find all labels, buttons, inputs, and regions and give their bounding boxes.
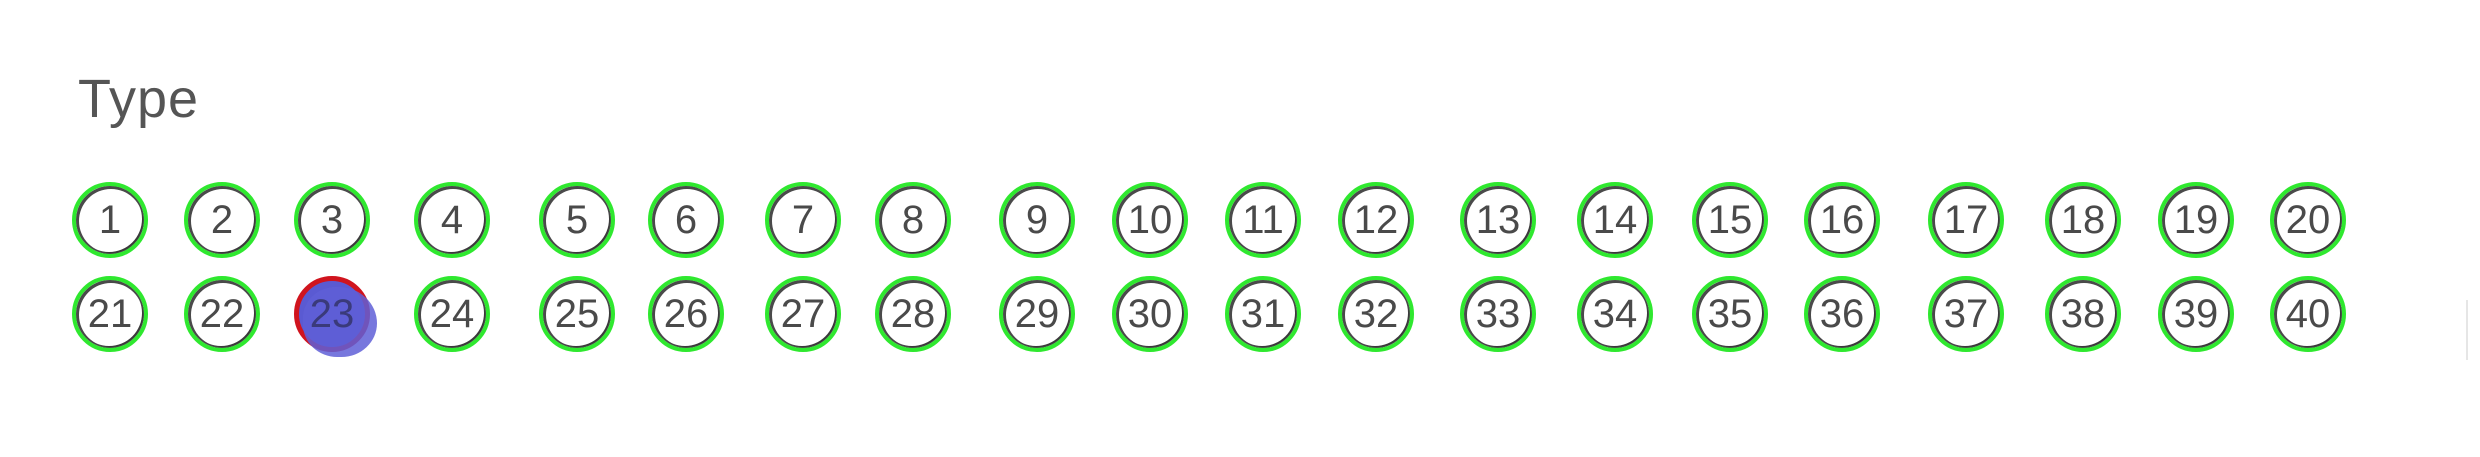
section-title: Type <box>78 69 200 129</box>
option-bubble-4[interactable]: 4 <box>414 182 490 258</box>
option-label: 21 <box>87 292 133 336</box>
option-label: 10 <box>1127 198 1173 242</box>
option-label: 13 <box>1475 198 1521 242</box>
option-label: 28 <box>890 292 936 336</box>
option-label: 35 <box>1707 292 1753 336</box>
option-label: 31 <box>1240 292 1286 336</box>
option-label: 1 <box>98 198 122 242</box>
option-bubble-22[interactable]: 22 <box>184 276 260 352</box>
option-bubble-16[interactable]: 16 <box>1804 182 1880 258</box>
option-label: 7 <box>791 198 815 242</box>
option-label: 39 <box>2173 292 2219 336</box>
option-bubble-39[interactable]: 39 <box>2158 276 2234 352</box>
option-bubble-36[interactable]: 36 <box>1804 276 1880 352</box>
option-label: 34 <box>1592 292 1638 336</box>
option-label: 38 <box>2060 292 2106 336</box>
option-label: 19 <box>2173 198 2219 242</box>
option-bubble-11[interactable]: 11 <box>1225 182 1301 258</box>
option-label: 15 <box>1707 198 1753 242</box>
option-label: 12 <box>1353 198 1399 242</box>
option-bubble-34[interactable]: 34 <box>1577 276 1653 352</box>
option-label: 17 <box>1943 198 1989 242</box>
option-label: 24 <box>429 292 475 336</box>
option-bubble-35[interactable]: 35 <box>1692 276 1768 352</box>
option-bubble-37[interactable]: 37 <box>1928 276 2004 352</box>
option-bubble-14[interactable]: 14 <box>1577 182 1653 258</box>
option-bubble-10[interactable]: 10 <box>1112 182 1188 258</box>
option-bubble-20[interactable]: 20 <box>2270 182 2346 258</box>
option-label: 26 <box>663 292 709 336</box>
option-bubble-2[interactable]: 2 <box>184 182 260 258</box>
option-bubble-7[interactable]: 7 <box>765 182 841 258</box>
option-label: 16 <box>1819 198 1865 242</box>
option-bubble-40[interactable]: 40 <box>2270 276 2346 352</box>
option-label: 11 <box>1242 198 1284 242</box>
option-label: 29 <box>1014 292 1060 336</box>
option-label: 40 <box>2285 292 2331 336</box>
page-edge-mark <box>2466 300 2468 360</box>
option-bubble-27[interactable]: 27 <box>765 276 841 352</box>
option-bubble-18[interactable]: 18 <box>2045 182 2121 258</box>
option-label: 14 <box>1592 198 1638 242</box>
option-bubble-33[interactable]: 33 <box>1460 276 1536 352</box>
option-bubble-3[interactable]: 3 <box>294 182 370 258</box>
option-bubble-29[interactable]: 29 <box>999 276 1075 352</box>
option-label: 18 <box>2060 198 2106 242</box>
option-bubble-38[interactable]: 38 <box>2045 276 2121 352</box>
option-label: 9 <box>1025 198 1049 242</box>
option-label: 5 <box>565 198 589 242</box>
option-bubble-15[interactable]: 15 <box>1692 182 1768 258</box>
option-bubble-5[interactable]: 5 <box>539 182 615 258</box>
option-label: 32 <box>1353 292 1399 336</box>
option-label: 3 <box>320 198 344 242</box>
option-bubble-6[interactable]: 6 <box>648 182 724 258</box>
option-bubble-28[interactable]: 28 <box>875 276 951 352</box>
option-label: 2 <box>210 198 234 242</box>
option-label: 22 <box>199 292 245 336</box>
option-bubble-26[interactable]: 26 <box>648 276 724 352</box>
option-bubble-12[interactable]: 12 <box>1338 182 1414 258</box>
option-bubble-13[interactable]: 13 <box>1460 182 1536 258</box>
option-label: 25 <box>554 292 600 336</box>
option-bubble-8[interactable]: 8 <box>875 182 951 258</box>
option-label: 36 <box>1819 292 1865 336</box>
option-label: 8 <box>901 198 925 242</box>
option-label: 23 <box>309 292 355 336</box>
option-bubble-17[interactable]: 17 <box>1928 182 2004 258</box>
option-label: 27 <box>780 292 826 336</box>
option-label: 6 <box>674 198 698 242</box>
option-bubble-9[interactable]: 9 <box>999 182 1075 258</box>
option-bubble-25[interactable]: 25 <box>539 276 615 352</box>
option-label: 30 <box>1127 292 1173 336</box>
option-bubble-31[interactable]: 31 <box>1225 276 1301 352</box>
option-label: 4 <box>440 198 464 242</box>
option-bubble-23-selected[interactable]: 23 <box>294 276 377 357</box>
option-label: 20 <box>2285 198 2331 242</box>
option-bubble-32[interactable]: 32 <box>1338 276 1414 352</box>
option-label: 37 <box>1943 292 1989 336</box>
option-bubble-1[interactable]: 1 <box>72 182 148 258</box>
option-label: 33 <box>1475 292 1521 336</box>
option-bubble-30[interactable]: 30 <box>1112 276 1188 352</box>
option-bubble-19[interactable]: 19 <box>2158 182 2234 258</box>
option-bubble-21[interactable]: 21 <box>72 276 148 352</box>
option-bubble-24[interactable]: 24 <box>414 276 490 352</box>
